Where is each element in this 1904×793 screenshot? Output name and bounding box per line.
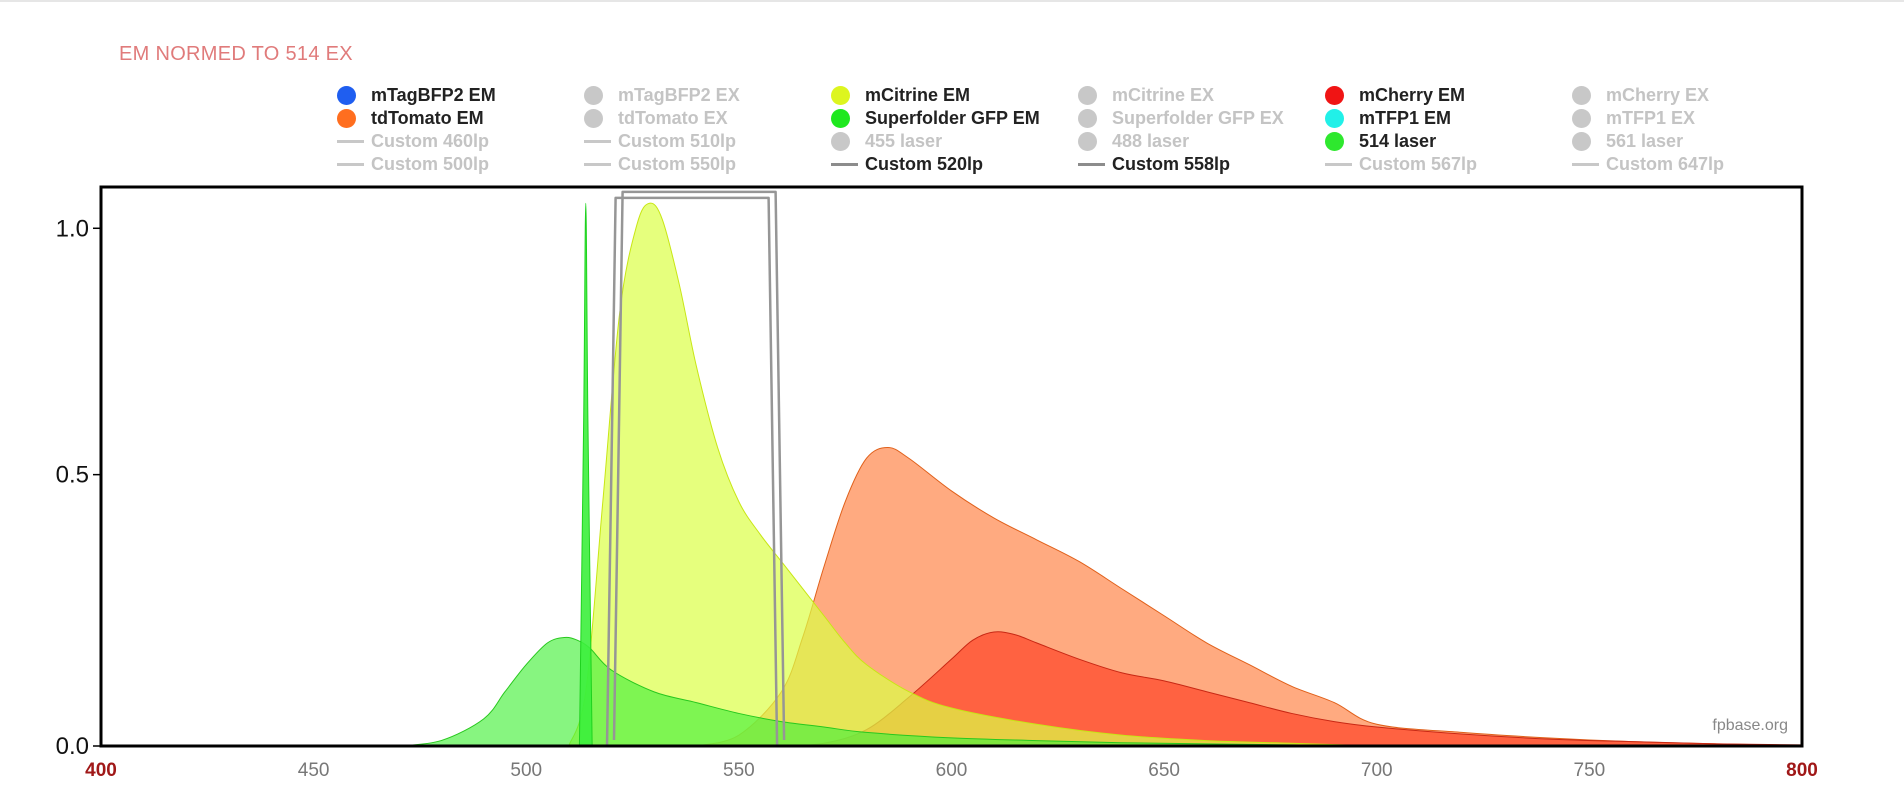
legend-label: Custom 647lp	[1606, 154, 1725, 174]
legend-item-custom-460lp[interactable]: Custom 460lp	[337, 130, 584, 153]
legend-item-488-laser[interactable]: 488 laser	[1078, 130, 1325, 153]
legend-line-icon	[337, 132, 371, 152]
legend-dot-icon	[1325, 86, 1359, 106]
legend-dot-icon	[1572, 132, 1606, 152]
filter-outline-custom-558lp	[612, 190, 786, 741]
legend-item-custom-520lp[interactable]: Custom 520lp	[831, 153, 1078, 176]
legend-label: Custom 550lp	[618, 154, 737, 174]
y-tick-label: 0.5	[56, 462, 89, 489]
legend-item-custom-567lp[interactable]: Custom 567lp	[1325, 153, 1572, 176]
legend-item-514-laser[interactable]: 514 laser	[1325, 130, 1572, 153]
x-tick-label: 600	[936, 760, 968, 781]
legend-dot-icon	[337, 109, 371, 129]
legend-label: 488 laser	[1112, 131, 1190, 151]
plot-frame	[99, 185, 1804, 748]
legend-item-561-laser[interactable]: 561 laser	[1572, 130, 1819, 153]
legend-label: mTagBFP2 EX	[618, 85, 740, 105]
legend-item-custom-510lp[interactable]: Custom 510lp	[584, 130, 831, 153]
x-tick-label[interactable]: 400	[85, 760, 117, 781]
legend-label: tdTomato EM	[371, 108, 484, 128]
x-tick-label: 650	[1148, 760, 1180, 781]
legend-dot-icon	[1325, 109, 1359, 129]
legend-item-custom-500lp[interactable]: Custom 500lp	[337, 153, 584, 176]
legend-dot-icon	[584, 109, 618, 129]
legend-line-icon	[1572, 155, 1606, 175]
legend-line-icon	[584, 155, 618, 175]
top-divider	[0, 0, 1904, 2]
legend-dot-icon	[1078, 86, 1112, 106]
legend-label: 455 laser	[865, 131, 943, 151]
legend-item-mcitrine-ex[interactable]: mCitrine EX	[1078, 84, 1325, 107]
legend-item-mtagbfp2-ex[interactable]: mTagBFP2 EX	[584, 84, 831, 107]
legend-line-icon	[831, 155, 865, 175]
x-tick-label: 750	[1574, 760, 1606, 781]
legend-label: Custom 520lp	[865, 154, 984, 174]
legend-dot-icon	[1572, 86, 1606, 106]
legend-dot-icon	[1078, 132, 1112, 152]
legend-label: tdTomato EX	[618, 108, 728, 128]
x-tick-label: 700	[1361, 760, 1393, 781]
legend-item-mcitrine-em[interactable]: mCitrine EM	[831, 84, 1078, 107]
legend-dot-icon	[584, 86, 618, 106]
legend-label: Custom 460lp	[371, 131, 490, 151]
legend-item-tdtomato-ex[interactable]: tdTomato EX	[584, 107, 831, 130]
legend-line-icon	[337, 155, 371, 175]
legend-label: mCherry EX	[1606, 85, 1710, 105]
legend-dot-icon	[831, 86, 865, 106]
legend-item-mtagbfp2-em[interactable]: mTagBFP2 EM	[337, 84, 584, 107]
legend-item-mtfp1-ex[interactable]: mTFP1 EX	[1572, 107, 1819, 130]
legend-label: 561 laser	[1606, 131, 1684, 151]
legend-item-mtfp1-em[interactable]: mTFP1 EM	[1325, 107, 1572, 130]
legend-item-mcherry-em[interactable]: mCherry EM	[1325, 84, 1572, 107]
legend-item-custom-647lp[interactable]: Custom 647lp	[1572, 153, 1819, 176]
legend-label: Custom 558lp	[1112, 154, 1231, 174]
series-area-mcherry-em	[781, 631, 1803, 747]
legend-item-455-laser[interactable]: 455 laser	[831, 130, 1078, 153]
chart-legend: mTagBFP2 EM mTagBFP2 EX mCitrine EM mCitrin…	[337, 84, 1757, 180]
filter-outline-custom-520lp	[605, 196, 779, 747]
x-tick-label: 500	[510, 760, 542, 781]
legend-line-icon	[1325, 155, 1359, 175]
legend-item-tdtomato-em[interactable]: tdTomato EM	[337, 107, 584, 130]
x-tick-label: 550	[723, 760, 755, 781]
x-tick-label[interactable]: 800	[1786, 760, 1818, 781]
watermark: fpbase.org	[1712, 717, 1788, 734]
legend-item-superfolder-gfp-ex[interactable]: Superfolder GFP EX	[1078, 107, 1325, 130]
legend-label: Custom 510lp	[618, 131, 737, 151]
legend-label: 514 laser	[1359, 131, 1437, 151]
legend-item-custom-558lp[interactable]: Custom 558lp	[1078, 153, 1325, 176]
legend-label: mCitrine EM	[865, 85, 971, 105]
legend-item-mcherry-ex[interactable]: mCherry EX	[1572, 84, 1819, 107]
legend-label: Custom 567lp	[1359, 154, 1478, 174]
legend-dot-icon	[1325, 132, 1359, 152]
legend-label: Superfolder GFP EM	[865, 108, 1040, 128]
legend-item-superfolder-gfp-em[interactable]: Superfolder GFP EM	[831, 107, 1078, 130]
legend-dot-icon	[1078, 109, 1112, 129]
y-tick-label: 0.0	[56, 733, 89, 760]
legend-item-custom-550lp[interactable]: Custom 550lp	[584, 153, 831, 176]
legend-label: Custom 500lp	[371, 154, 490, 174]
y-tick-label: 1.0	[56, 215, 89, 242]
legend-dot-icon	[831, 109, 865, 129]
legend-label: Superfolder GFP EX	[1112, 108, 1284, 128]
legend-label: mTFP1 EM	[1359, 108, 1452, 128]
x-tick-label: 450	[298, 760, 330, 781]
legend-label: mCitrine EX	[1112, 85, 1215, 105]
legend-line-icon	[1078, 155, 1112, 175]
legend-label: mTFP1 EX	[1606, 108, 1696, 128]
series-area-514-laser	[578, 202, 593, 747]
legend-dot-icon	[831, 132, 865, 152]
legend-dot-icon	[337, 86, 371, 106]
normalization-label[interactable]: EM NORMED TO 514 EX	[119, 43, 353, 65]
legend-dot-icon	[1572, 109, 1606, 129]
legend-label: mTagBFP2 EM	[371, 85, 496, 105]
legend-line-icon	[584, 132, 618, 152]
legend-label: mCherry EM	[1359, 85, 1466, 105]
series-area-superfolder-gfp-em	[398, 636, 1377, 747]
